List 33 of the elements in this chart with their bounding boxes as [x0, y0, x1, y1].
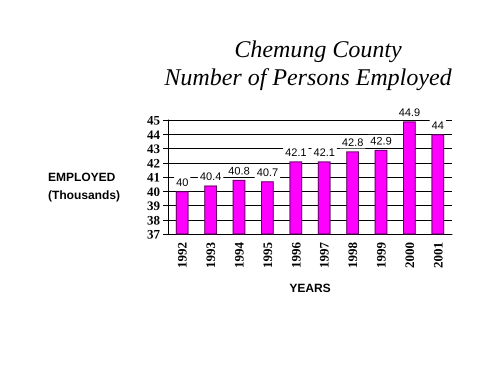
y-tick-label: 39 [147, 198, 160, 213]
y-tick-label: 37 [147, 226, 160, 242]
x-tick-label: 1994 [232, 242, 246, 268]
y-tick-label: 38 [147, 212, 160, 228]
chart-title: Chemung County [234, 37, 402, 63]
x-tick-label: 1993 [203, 242, 218, 268]
data-label: 40.4 [200, 171, 222, 184]
x-tick-label: 1992 [174, 242, 190, 268]
y-tick-label: 44 [147, 126, 160, 142]
y-axis-title: EMPLOYED (Thousands) [48, 170, 120, 202]
x-tick-label: 1996 [288, 242, 304, 268]
y-tick-label: 43 [147, 141, 160, 156]
y-tick-label: 42 [147, 155, 160, 170]
x-tick-label: 1999 [374, 242, 388, 268]
data-label: 42.9 [370, 135, 392, 148]
data-label: 42.1 [285, 146, 307, 159]
x-axis-title: YEARS [289, 281, 331, 295]
data-label: 42.8 [342, 136, 364, 149]
x-tick-label: 1995 [260, 242, 275, 268]
x-tick-label: 2000 [402, 242, 417, 268]
data-label: 40.8 [228, 165, 250, 178]
x-tick-label: 1998 [345, 242, 360, 268]
x-tick-label: 2001 [430, 242, 446, 268]
data-label: 42.1 [313, 146, 335, 159]
data-label: 44.9 [398, 106, 420, 119]
y-tick-label: 40 [147, 184, 160, 199]
y-tick-label: 41 [147, 170, 160, 184]
data-label: 40 [176, 176, 188, 189]
y-tick-label: 45 [147, 112, 160, 128]
data-label: 40.7 [256, 166, 278, 179]
x-tick-label: 1997 [316, 242, 332, 268]
chart-subtitle: Number of Persons Employed [163, 65, 453, 91]
data-label: 44 [432, 120, 444, 132]
